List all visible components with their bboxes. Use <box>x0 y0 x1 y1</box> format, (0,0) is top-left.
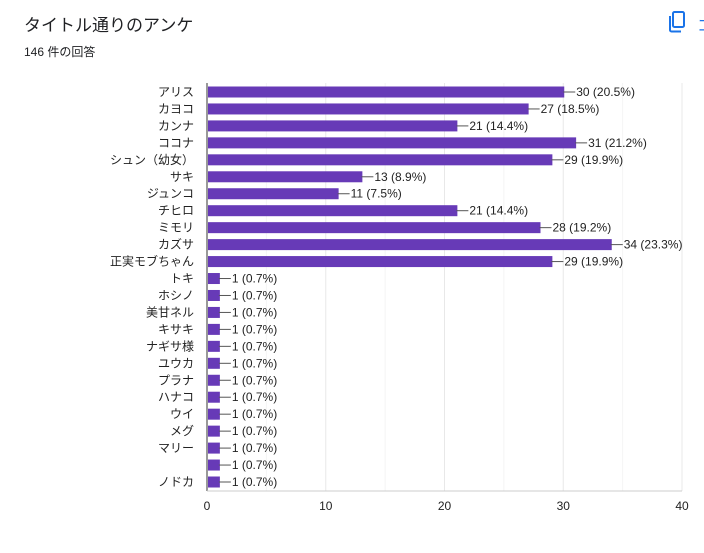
category-label: ナギサ様 <box>146 339 194 353</box>
data-label: 1 (0.7%) <box>232 458 277 472</box>
data-label: 1 (0.7%) <box>232 272 277 286</box>
data-label: 1 (0.7%) <box>232 390 277 404</box>
bar <box>208 273 220 285</box>
form-question-title: タイトル通りのアンケ <box>24 16 194 35</box>
response-count: 146 件の回答 <box>24 45 96 59</box>
category-label: ホシノ <box>158 288 194 302</box>
category-label: マリー <box>158 441 194 455</box>
bar <box>208 222 541 234</box>
data-label: 31 (21.2%) <box>588 136 647 150</box>
data-label: 1 (0.7%) <box>232 356 277 370</box>
bar <box>208 340 220 352</box>
data-label: 1 (0.7%) <box>232 373 277 387</box>
data-label: 21 (14.4%) <box>469 204 528 218</box>
category-label: ハナコ <box>158 390 194 404</box>
data-label: 1 (0.7%) <box>232 305 277 319</box>
category-label: トキ <box>170 272 194 286</box>
category-label: サキ <box>170 170 194 184</box>
data-label: 29 (19.9%) <box>564 153 623 167</box>
data-label: 30 (20.5%) <box>576 85 635 99</box>
bar <box>208 476 220 488</box>
bar <box>208 120 458 132</box>
bar <box>208 306 220 318</box>
category-label: 正実モブちゃん <box>110 254 194 269</box>
category-label: ジュンコ <box>147 187 194 201</box>
category-label: アリス <box>158 85 194 99</box>
x-tick-label: 10 <box>319 499 333 513</box>
data-label: 34 (23.3%) <box>624 238 683 252</box>
bar <box>208 103 529 115</box>
bar <box>208 357 220 369</box>
bar <box>208 256 553 268</box>
data-label: 1 (0.7%) <box>232 339 277 353</box>
data-label: 1 (0.7%) <box>232 475 277 489</box>
data-label: 1 (0.7%) <box>232 407 277 421</box>
data-label: 28 (19.2%) <box>553 221 612 235</box>
bar <box>208 391 220 403</box>
category-label: ノドカ <box>158 475 194 489</box>
category-label: プラナ <box>158 373 194 387</box>
data-label: 1 (0.7%) <box>232 322 277 336</box>
data-label: 1 (0.7%) <box>232 424 277 438</box>
category-label: カズサ <box>158 237 194 252</box>
bar <box>208 442 220 454</box>
category-label: メグ <box>170 424 194 438</box>
data-label: 1 (0.7%) <box>232 441 277 455</box>
data-label: 29 (19.9%) <box>564 255 623 269</box>
x-tick-label: 30 <box>557 499 571 513</box>
category-label: カンナ <box>158 119 194 133</box>
bar <box>208 425 220 437</box>
bar <box>208 289 220 301</box>
data-label: 1 (0.7%) <box>232 288 277 302</box>
bar <box>208 86 565 98</box>
category-label: キサキ <box>158 322 194 336</box>
bar <box>208 154 553 166</box>
bar <box>208 374 220 386</box>
category-label: カヨコ <box>158 102 194 116</box>
category-label: 美甘ネル <box>146 305 194 319</box>
bar <box>208 408 220 420</box>
x-tick-label: 20 <box>438 499 452 513</box>
bar <box>208 459 220 471</box>
data-label: 27 (18.5%) <box>541 102 600 116</box>
x-tick-label: 0 <box>204 499 211 513</box>
category-label: ユウカ <box>158 356 194 370</box>
category-label: ウイ <box>170 407 194 421</box>
category-label: ミモリ <box>158 221 194 235</box>
bar <box>208 323 220 335</box>
category-label: シュン（幼女） <box>110 152 194 167</box>
category-label: チヒロ <box>158 204 194 218</box>
x-tick-label: 40 <box>675 499 689 513</box>
bar <box>208 188 339 200</box>
bar <box>208 137 577 149</box>
data-label: 13 (8.9%) <box>374 170 426 184</box>
copy-icon[interactable] <box>668 11 688 33</box>
bar <box>208 239 612 251</box>
bar <box>208 205 458 217</box>
copy-button-label[interactable]: コ <box>697 12 704 36</box>
data-label: 21 (14.4%) <box>469 119 528 133</box>
data-label: 11 (7.5%) <box>351 187 402 201</box>
category-label: ココナ <box>158 136 194 150</box>
bar <box>208 171 363 183</box>
